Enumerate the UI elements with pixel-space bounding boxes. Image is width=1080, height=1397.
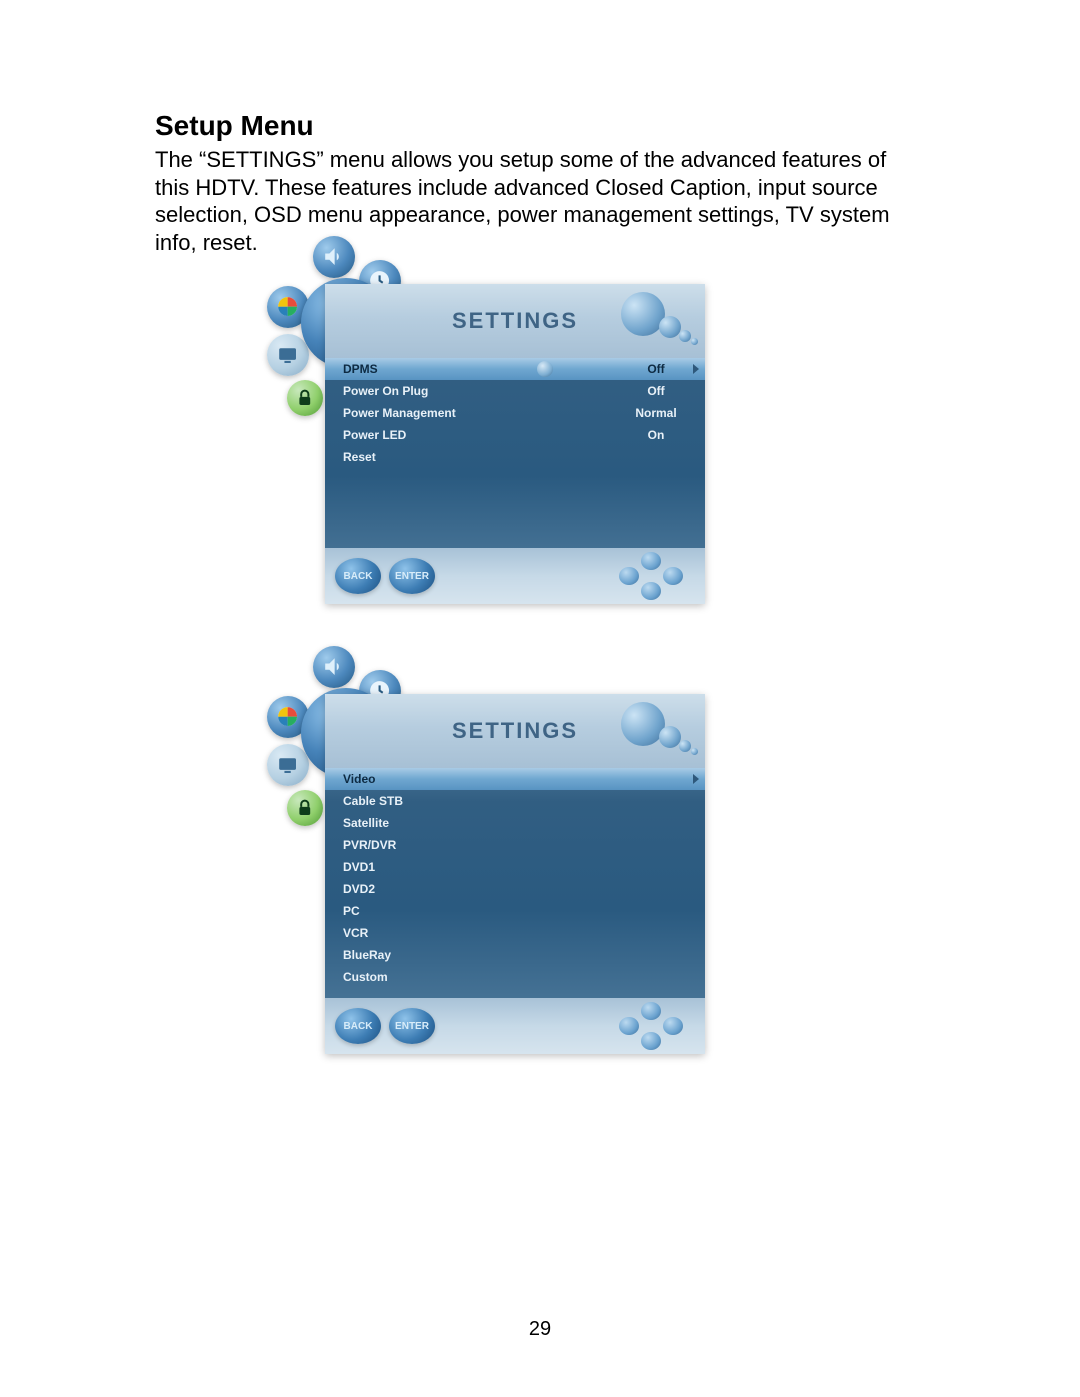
enter-button[interactable]: ENTER	[389, 558, 435, 594]
chevron-right-icon	[693, 774, 699, 784]
bubble-decoration-icon	[617, 698, 697, 758]
dpad-icon	[613, 1004, 689, 1048]
osd-menu-list: DPMS Off Power On Plug Off Power Management N…	[325, 358, 705, 548]
menu-item-label: PC	[343, 904, 360, 918]
menu-item-label: Satellite	[343, 816, 389, 830]
back-button[interactable]: BACK	[335, 558, 381, 594]
menu-item[interactable]: Video	[325, 768, 705, 790]
menu-item-label: Custom	[343, 970, 388, 984]
color-wheel-icon	[267, 286, 309, 328]
menu-item[interactable]: Custom	[325, 966, 705, 988]
back-button[interactable]: BACK	[335, 1008, 381, 1044]
page-number: 29	[0, 1318, 1080, 1341]
menu-item-label: BlueRay	[343, 948, 391, 962]
menu-item[interactable]: Reset	[325, 446, 705, 468]
menu-item-label: Reset	[343, 450, 376, 464]
menu-item-label: Power LED	[343, 428, 406, 442]
display-icon	[267, 744, 309, 786]
menu-item-label: Power Management	[343, 406, 456, 420]
menu-item-value: Normal	[631, 406, 681, 420]
menu-item-value: Off	[631, 384, 681, 398]
menu-item[interactable]: DVD1	[325, 856, 705, 878]
page-heading: Setup Menu	[155, 110, 925, 142]
menu-item[interactable]: BlueRay	[325, 944, 705, 966]
lock-icon	[287, 790, 323, 826]
osd-title: SETTINGS	[452, 308, 578, 334]
menu-item-value: Off	[631, 362, 681, 376]
osd-header: SETTINGS	[325, 284, 705, 358]
menu-item-label: VCR	[343, 926, 368, 940]
osd-header: SETTINGS	[325, 694, 705, 768]
menu-item-label: Video	[343, 772, 375, 786]
menu-item[interactable]: Cable STB	[325, 790, 705, 812]
enter-button[interactable]: ENTER	[389, 1008, 435, 1044]
menu-item[interactable]: PC	[325, 900, 705, 922]
menu-item[interactable]: Power LED On	[325, 424, 705, 446]
lock-icon	[287, 380, 323, 416]
osd-title: SETTINGS	[452, 718, 578, 744]
globe-icon	[537, 361, 553, 377]
menu-item-value: On	[631, 428, 681, 442]
bubble-decoration-icon	[617, 288, 697, 348]
menu-item[interactable]: PVR/DVR	[325, 834, 705, 856]
menu-item-label: DPMS	[343, 362, 378, 376]
osd-panel: SETTINGS Video Cable STB Satellite PVR/DVR D…	[325, 694, 705, 1054]
menu-item[interactable]: Satellite	[325, 812, 705, 834]
document-page: Setup Menu The “SETTINGS” menu allows yo…	[0, 0, 1080, 1184]
menu-item[interactable]: DVD2	[325, 878, 705, 900]
menu-item-label: Power On Plug	[343, 384, 428, 398]
menu-item-label: Cable STB	[343, 794, 403, 808]
menu-item-label: PVR/DVR	[343, 838, 396, 852]
menu-item-label: DVD1	[343, 860, 375, 874]
osd-panel: SETTINGS DPMS Off Power On Plug Off Power Ma…	[325, 284, 705, 604]
menu-item[interactable]: DPMS Off	[325, 358, 705, 380]
dpad-icon	[613, 554, 689, 598]
display-icon	[267, 334, 309, 376]
menu-item[interactable]: Power On Plug Off	[325, 380, 705, 402]
color-wheel-icon	[267, 696, 309, 738]
chevron-right-icon	[693, 364, 699, 374]
page-body-text: The “SETTINGS” menu allows you setup som…	[155, 146, 925, 256]
menu-item-label: DVD2	[343, 882, 375, 896]
menu-item[interactable]: Power Management Normal	[325, 402, 705, 424]
audio-icon	[313, 646, 355, 688]
osd-footer: BACK ENTER	[325, 548, 705, 604]
osd-footer: BACK ENTER	[325, 998, 705, 1054]
osd-screenshot-1: SETTINGS DPMS Off Power On Plug Off Power Ma…	[255, 284, 705, 604]
osd-menu-list: Video Cable STB Satellite PVR/DVR DVD1 DVD2 PC…	[325, 768, 705, 998]
menu-item[interactable]: VCR	[325, 922, 705, 944]
osd-screenshot-2: SETTINGS Video Cable STB Satellite PVR/DVR D…	[255, 694, 705, 1054]
